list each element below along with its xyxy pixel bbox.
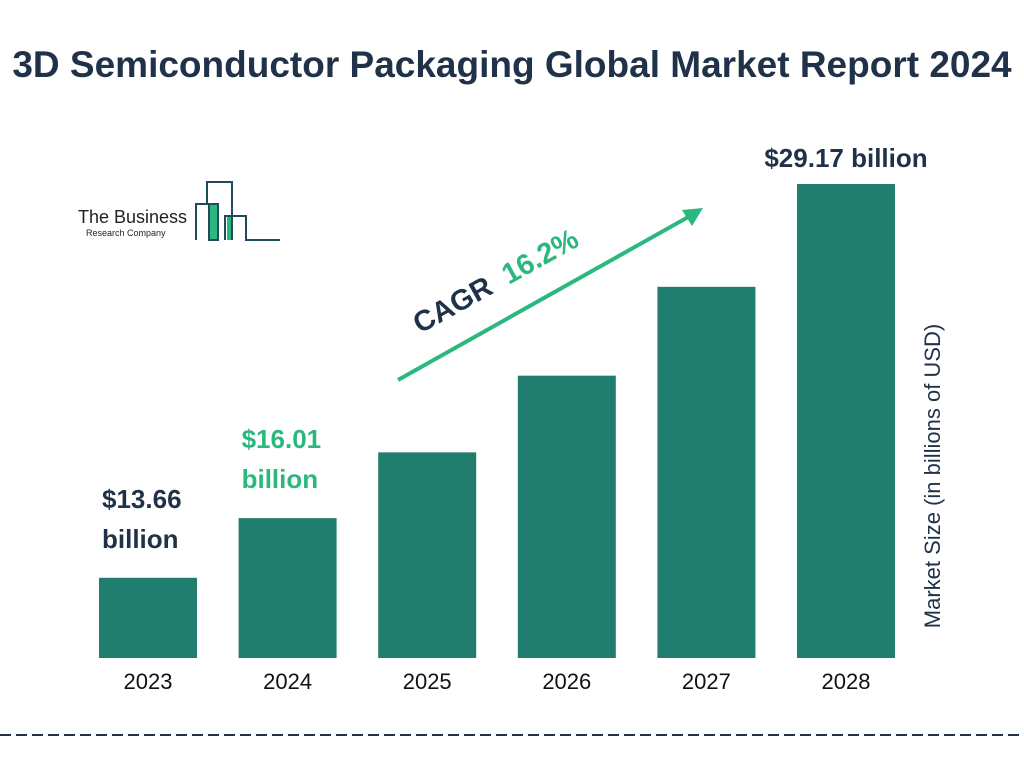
logo-bar-2	[227, 216, 232, 240]
logo-line2: Research Company	[86, 228, 166, 238]
cagr-annotation: CAGR 16.2%	[408, 223, 584, 340]
logo: The Business Research Company	[78, 181, 280, 241]
x-tick-label: 2025	[403, 669, 452, 694]
data-label: billion	[242, 464, 319, 494]
x-tick-label: 2027	[682, 669, 731, 694]
x-tick-label: 2024	[263, 669, 312, 694]
logo-line1: The Business	[78, 207, 187, 227]
data-label: $13.66	[102, 484, 182, 514]
x-tick-label: 2026	[542, 669, 591, 694]
x-tick-label: 2023	[124, 669, 173, 694]
bar-2025	[378, 452, 477, 658]
x-tick-label: 2028	[822, 669, 871, 694]
bar-2028	[797, 184, 895, 658]
logo-outline-3	[224, 215, 280, 241]
logo-outline-2	[206, 181, 233, 240]
data-label: $29.17 billion	[764, 143, 927, 173]
cagr-arrow-line	[397, 214, 691, 382]
bar-2023	[99, 577, 197, 658]
bar-2026	[517, 375, 616, 658]
bar-2024	[238, 518, 337, 658]
logo-bar-1	[209, 204, 218, 240]
logo-outline-1	[195, 203, 219, 241]
y-axis-label: Market Size (in billions of USD)	[920, 324, 945, 628]
data-label: $16.01	[242, 424, 322, 454]
bar-2027	[657, 286, 756, 658]
cagr-arrow-head	[682, 208, 703, 226]
chart-title: 3D Semiconductor Packaging Global Market…	[12, 44, 1012, 85]
data-label: billion	[102, 524, 179, 554]
